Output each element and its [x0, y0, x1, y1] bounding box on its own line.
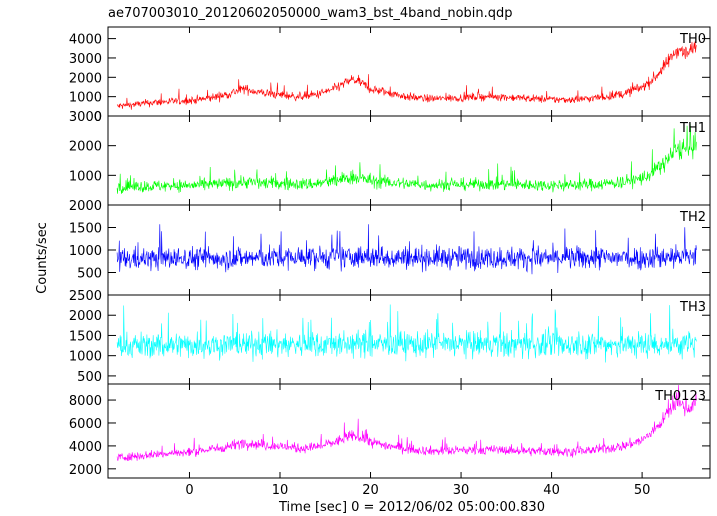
- panel-th3: 500 1000 1500 2000 2500 TH3: [69, 289, 711, 385]
- y-tick-label: 1000: [69, 91, 102, 106]
- y-tick-label: 1500: [69, 222, 102, 237]
- y-tick-label: 1000: [69, 244, 102, 259]
- x-axis-label: Time [sec] 0 = 2012/06/02 05:00:00.830: [278, 500, 545, 515]
- y-tick-label: 1000: [69, 169, 102, 184]
- y-tick-label: 3000: [69, 52, 102, 67]
- chart-title: ae707003010_20120602050000_wam3_bst_4ban…: [108, 6, 513, 21]
- panel-th0: 0 1000 2000 3000 4000 TH0: [69, 26, 711, 125]
- x-tick-label: 10: [272, 483, 289, 498]
- panel-label: TH2: [679, 210, 706, 225]
- y-tick-label: 1000: [69, 350, 102, 365]
- y-tick-label: 1500: [69, 329, 102, 344]
- panel-frame: [107, 115, 711, 206]
- x-tick-label: 40: [543, 483, 560, 498]
- y-tick-label: 4000: [69, 440, 102, 455]
- series-th1: [116, 122, 697, 194]
- y-tick-label: 2000: [69, 199, 102, 214]
- panel-th2: 500 1000 1500 2000 TH2: [69, 199, 711, 296]
- panel-label: TH0: [679, 32, 706, 47]
- x-tick-label: 30: [453, 483, 470, 498]
- panel-label: TH0123: [654, 389, 706, 404]
- panel-label: TH3: [679, 300, 706, 315]
- y-tick-label: 500: [77, 267, 102, 282]
- series-th2: [116, 224, 697, 275]
- x-axis: 0 10 20 30 40 50: [185, 483, 650, 498]
- y-tick-label: 4000: [69, 33, 102, 48]
- series-th0123: [116, 384, 697, 462]
- panel-th0123: 2000 4000 6000 8000 TH0123: [69, 383, 711, 479]
- x-tick-label: 0: [185, 483, 193, 498]
- x-tick-label: 20: [362, 483, 379, 498]
- y-tick-label: 2000: [69, 309, 102, 324]
- y-axis-label: Counts/sec: [35, 222, 50, 294]
- y-tick-label: 2000: [69, 140, 102, 155]
- y-tick-label: 0: [94, 110, 102, 125]
- panel-label: TH1: [679, 121, 706, 136]
- panel-frame: [107, 383, 711, 479]
- y-tick-label: 500: [77, 370, 102, 385]
- x-tick-label: 50: [634, 483, 651, 498]
- series-th3: [116, 304, 697, 363]
- panel-frame: [107, 26, 711, 117]
- y-tick-label: 3000: [69, 110, 102, 125]
- y-tick-label: 6000: [69, 417, 102, 432]
- y-tick-label: 2000: [69, 463, 102, 478]
- y-tick-label: 2000: [69, 71, 102, 86]
- panel-th1: 1000 2000 3000 TH1: [69, 110, 711, 206]
- y-tick-label: 8000: [69, 394, 102, 409]
- y-tick-label: 2500: [69, 289, 102, 304]
- series-th0: [116, 41, 697, 110]
- panels: 0 1000 2000 3000 4000 TH0 1000 2000 3000 TH1 500 10…: [69, 26, 711, 479]
